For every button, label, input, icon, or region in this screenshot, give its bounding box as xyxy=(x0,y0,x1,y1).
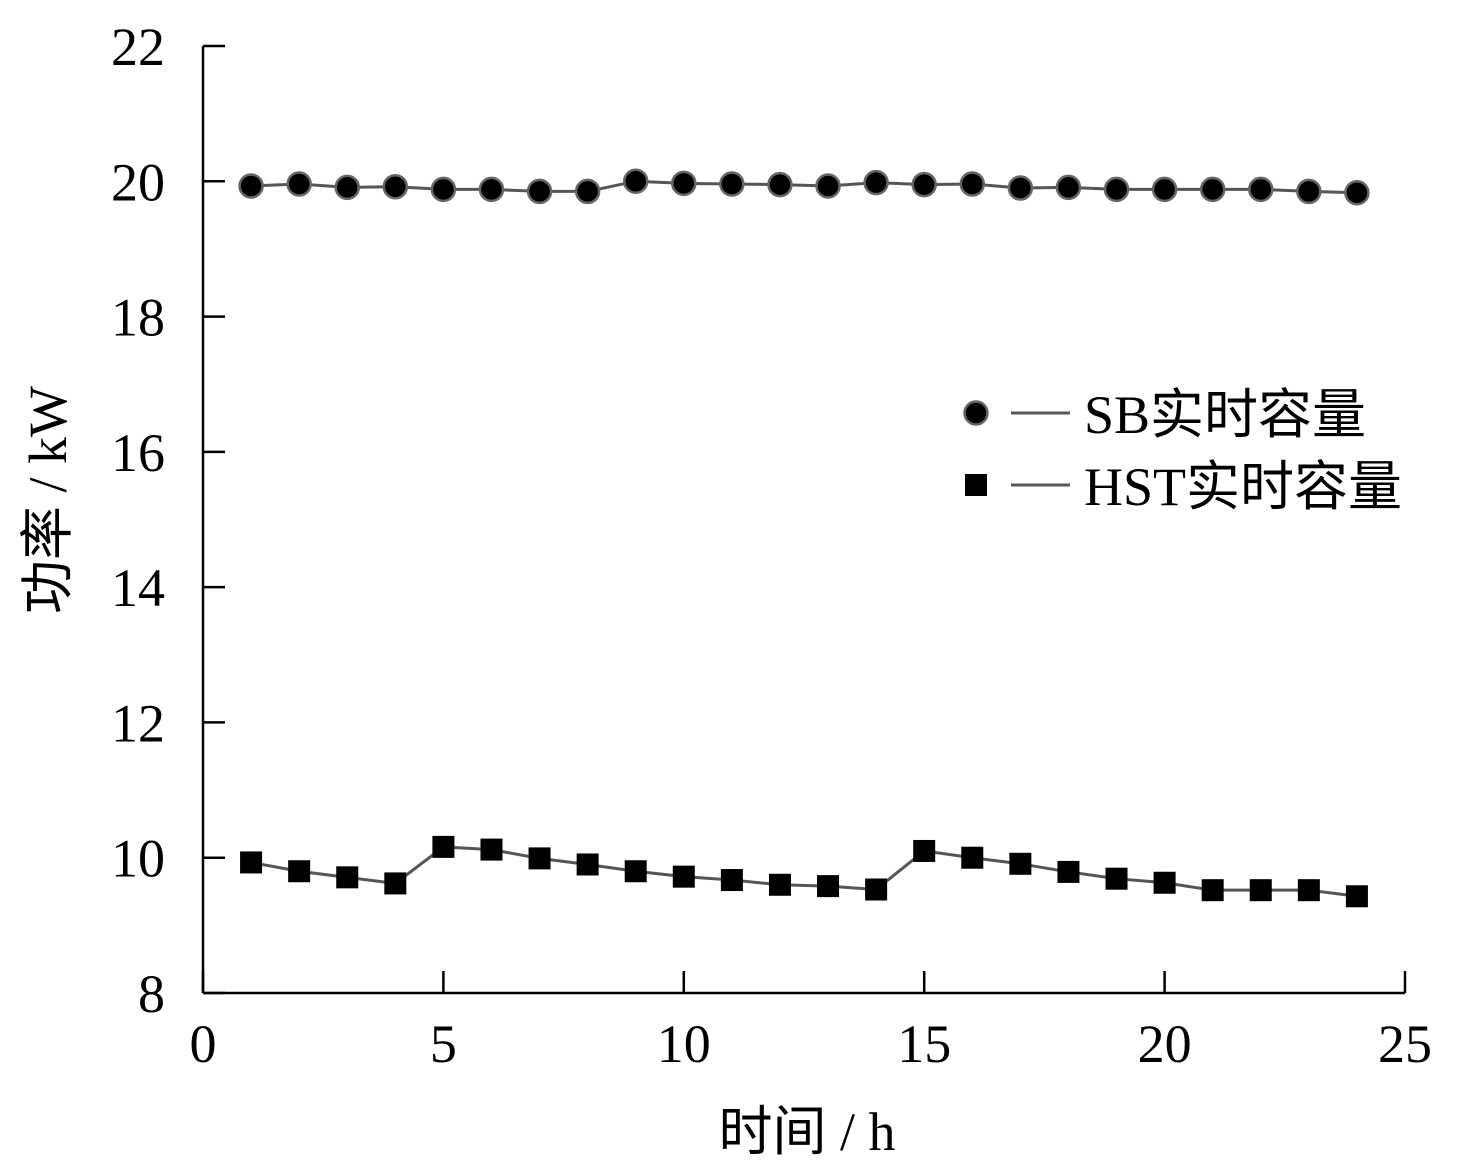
y-tick-label-22: 22 xyxy=(111,17,165,77)
series-1-point-4 xyxy=(382,173,409,200)
y-tick-label-14: 14 xyxy=(111,558,165,618)
x-tick-label-5: 5 xyxy=(430,1014,457,1074)
axes: 8 10 12 14 16 18 20 22 0 5 10 15 20 25 xyxy=(111,17,1432,1074)
series-2-point-1 xyxy=(240,851,263,874)
series-2-point-11 xyxy=(720,869,743,892)
series-2-point-6 xyxy=(480,838,503,861)
series-1-point-7 xyxy=(526,178,553,205)
series-1-line xyxy=(251,179,1357,195)
y-tick-label-16: 16 xyxy=(111,423,165,483)
y-tick-label-12: 12 xyxy=(111,693,165,753)
legend-entry-2: HST实时容量 xyxy=(965,457,1402,517)
series-2-point-23 xyxy=(1297,879,1320,902)
y-tick-label-8: 8 xyxy=(138,964,165,1024)
series-1-point-23 xyxy=(1296,178,1322,205)
legend-marker-2 xyxy=(965,474,987,496)
x-tick-label-10: 10 xyxy=(657,1014,711,1074)
series-2-point-2 xyxy=(288,860,311,883)
y-tick-label-20: 20 xyxy=(111,152,165,212)
series-1-point-17 xyxy=(1007,175,1034,201)
series-2-line xyxy=(250,845,1358,898)
legend: SB实时容量 HST实时容量 xyxy=(963,385,1402,517)
series-1-point-1 xyxy=(238,173,264,199)
series-2-point-8 xyxy=(576,853,599,876)
legend-label-2: HST实时容量 xyxy=(1084,457,1402,517)
series-2-point-24 xyxy=(1345,885,1368,908)
series-2-point-14 xyxy=(865,878,888,901)
series-1-point-12 xyxy=(767,171,793,198)
series-1-point-21 xyxy=(1199,176,1226,203)
x-tick-label-20: 20 xyxy=(1138,1014,1192,1074)
series-2-point-5 xyxy=(432,835,455,858)
series-1-point-9 xyxy=(622,168,649,195)
series-2-point-21 xyxy=(1201,879,1224,902)
series-layer xyxy=(238,168,1370,908)
legend-label-1: SB实时容量 xyxy=(1084,385,1366,445)
series-2-point-4 xyxy=(384,872,407,895)
series-1-point-13 xyxy=(815,173,841,199)
series-2-point-9 xyxy=(624,860,647,883)
series-1 xyxy=(238,168,1370,206)
series-2-point-12 xyxy=(768,873,791,896)
series-1-point-8 xyxy=(574,178,601,205)
series-1-point-5 xyxy=(430,176,457,203)
x-tick-label-15: 15 xyxy=(897,1014,951,1074)
series-2-point-13 xyxy=(817,875,840,898)
series-1-point-24 xyxy=(1344,180,1370,206)
series-2-point-17 xyxy=(1009,852,1032,875)
series-1-point-22 xyxy=(1248,176,1274,203)
series-2-point-20 xyxy=(1153,871,1176,894)
series-1-point-18 xyxy=(1055,174,1082,201)
legend-marker-1 xyxy=(963,400,989,426)
series-2 xyxy=(240,835,1368,908)
y-tick-label-10: 10 xyxy=(111,829,165,889)
x-tick-label-25: 25 xyxy=(1378,1014,1432,1074)
series-1-point-3 xyxy=(334,174,360,201)
series-2-point-16 xyxy=(961,846,984,869)
series-1-point-10 xyxy=(671,170,697,197)
series-1-point-16 xyxy=(959,171,986,197)
series-1-point-20 xyxy=(1151,176,1178,203)
legend-entry-1: SB实时容量 xyxy=(963,385,1366,445)
y-axis-title: 功率 / kW xyxy=(18,386,78,614)
series-2-point-22 xyxy=(1249,879,1272,902)
series-1-point-14 xyxy=(863,169,889,196)
x-axis-title: 时间 / h xyxy=(718,1102,895,1162)
series-2-point-18 xyxy=(1057,860,1080,883)
series-1-point-6 xyxy=(478,176,505,203)
x-tick-label-0: 0 xyxy=(190,1014,217,1074)
series-1-point-2 xyxy=(286,171,312,197)
series-1-point-19 xyxy=(1103,176,1130,203)
series-2-point-7 xyxy=(528,847,551,870)
series-2-point-10 xyxy=(672,865,695,888)
series-2-point-19 xyxy=(1105,867,1128,890)
y-tick-label-18: 18 xyxy=(111,288,165,348)
series-2-point-15 xyxy=(913,839,936,862)
series-2-point-3 xyxy=(336,866,359,889)
series-1-point-11 xyxy=(719,171,745,197)
series-1-point-15 xyxy=(911,171,937,198)
